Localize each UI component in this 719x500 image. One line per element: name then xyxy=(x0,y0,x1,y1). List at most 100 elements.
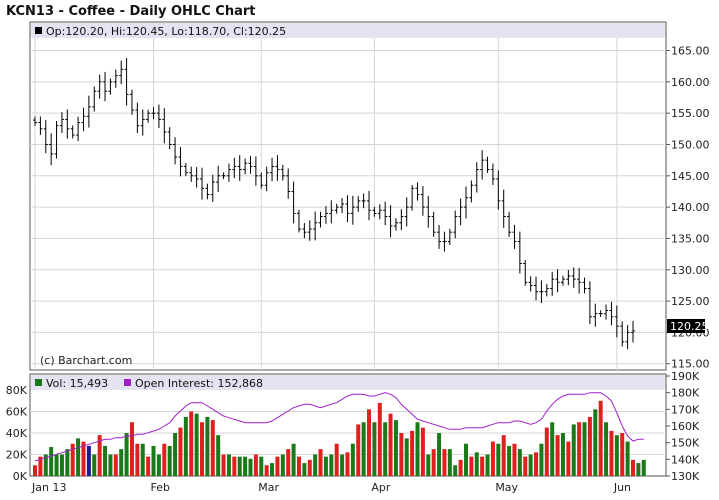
ohlc-bar xyxy=(86,95,91,128)
ohlc-bar xyxy=(103,71,108,102)
ohlc-bar xyxy=(539,280,544,303)
last-price-label: 120.25 xyxy=(670,320,709,333)
ohlc-bar xyxy=(43,120,48,154)
volume-bar xyxy=(178,427,183,476)
ohlc-bar xyxy=(598,310,603,318)
volume-bar xyxy=(463,443,468,476)
ohlc-bar xyxy=(410,184,415,211)
volume-bar xyxy=(442,449,447,476)
volume-bar xyxy=(205,416,210,476)
volume-bar xyxy=(81,441,86,476)
volume-legend: Vol: 15,493 xyxy=(46,377,108,390)
price-tick-label: 140.00 xyxy=(671,201,710,214)
ohlc-bar xyxy=(280,164,285,181)
volume-bar xyxy=(480,456,485,476)
volume-bar xyxy=(248,458,253,476)
x-axis: Jan 13 Feb Mar Apr May Jun xyxy=(31,481,631,494)
volume-bar xyxy=(237,456,242,476)
volume-bar xyxy=(501,435,506,476)
volume-bar xyxy=(372,422,377,476)
volume-bar xyxy=(113,454,118,476)
volume-bar xyxy=(485,454,490,476)
volume-bar xyxy=(189,411,194,476)
ohlc-bar xyxy=(431,211,436,237)
x-tick-label: Mar xyxy=(258,481,279,494)
volume-bar xyxy=(38,456,43,476)
volume-bar xyxy=(70,443,75,476)
volume-legend-swatch xyxy=(35,379,42,386)
price-panel xyxy=(29,21,667,371)
ohlc-bar xyxy=(566,270,571,286)
x-tick-label: Jan 13 xyxy=(31,481,66,494)
volume-bar xyxy=(544,427,549,476)
price-tick-label: 130.00 xyxy=(671,264,710,277)
ohlc-bar xyxy=(523,260,528,286)
ohlc-bar xyxy=(232,157,237,179)
volume-bar xyxy=(59,454,64,476)
ohlc-bar xyxy=(571,267,576,288)
ohlc-bar xyxy=(70,125,75,139)
volume-bar xyxy=(469,456,474,476)
x-tick-label: Apr xyxy=(371,481,391,494)
ohlc-bar xyxy=(329,200,334,224)
ohlc-bar xyxy=(173,137,178,165)
volume-bar xyxy=(517,449,522,476)
volume-bar xyxy=(162,443,167,476)
ohlc-bar xyxy=(286,168,291,199)
volume-bar xyxy=(383,422,388,476)
ohlc-bar xyxy=(221,172,226,180)
volume-tick-label: 0K xyxy=(13,470,28,483)
ohlc-bar xyxy=(593,303,598,327)
volume-bar xyxy=(582,422,587,476)
ohlc-bar xyxy=(243,158,248,175)
last-price-badge xyxy=(667,319,705,333)
volume-bar xyxy=(129,422,134,476)
volume-bar xyxy=(183,416,188,476)
volume-bar xyxy=(593,409,598,476)
volume-bar xyxy=(453,465,458,476)
volume-bar xyxy=(609,430,614,476)
volume-bar xyxy=(555,435,560,476)
ohlc-bar xyxy=(356,196,361,212)
ohlc-bar xyxy=(550,271,555,296)
chart-title: KCN13 - Coffee - Daily OHLC Chart xyxy=(6,4,256,19)
ohlc-bar xyxy=(323,206,328,224)
volume-bar xyxy=(280,454,285,476)
ohlc-bar xyxy=(463,186,468,219)
ohlc-bar xyxy=(350,195,355,225)
volume-bar xyxy=(173,433,178,476)
ohlc-bar xyxy=(119,60,124,85)
volume-bar xyxy=(512,443,517,476)
ohlc-bar xyxy=(210,174,215,202)
volume-bar xyxy=(636,463,641,476)
ohlc-bar xyxy=(340,197,345,214)
ohlc-bar xyxy=(76,116,81,142)
volume-bar xyxy=(458,459,463,476)
volume-bar xyxy=(140,443,145,476)
ohlc-bar xyxy=(388,205,393,238)
volume-bar xyxy=(313,454,318,476)
volume-bar xyxy=(447,449,452,476)
ohlc-bar xyxy=(625,325,630,350)
volume-bar xyxy=(210,420,215,476)
x-tick-label: Feb xyxy=(151,481,170,494)
ohlc-bar xyxy=(129,89,134,115)
volume-bar xyxy=(253,454,258,476)
ohlc-bar xyxy=(560,275,565,286)
oi-tick-label: 170K xyxy=(671,403,700,416)
ohlc-bar xyxy=(501,189,506,228)
ohlc-bar xyxy=(420,185,425,216)
ohlc-bar xyxy=(534,276,539,301)
volume-bar xyxy=(507,445,512,476)
ohlc-bar xyxy=(587,281,592,325)
volume-bar xyxy=(167,445,172,476)
ohlc-bar xyxy=(124,58,129,106)
volume-bar xyxy=(420,427,425,476)
ohlc-bar xyxy=(313,211,318,241)
ohlc-bar xyxy=(577,267,582,294)
ohlc-bar xyxy=(81,107,86,132)
ohlc-bar xyxy=(178,147,183,177)
ohlc-bar xyxy=(237,155,242,181)
volume-bar xyxy=(566,441,571,476)
